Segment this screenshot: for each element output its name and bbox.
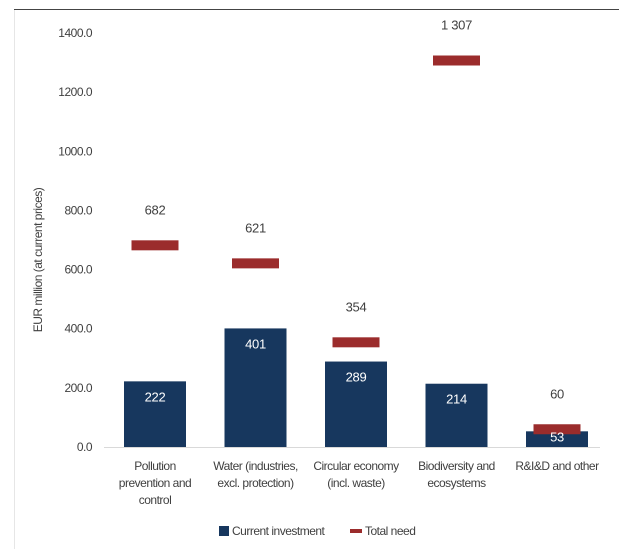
y-tick-label: 1000.0 xyxy=(58,144,93,158)
x-category-label: (incl. waste) xyxy=(327,476,385,490)
y-tick-label: 200.0 xyxy=(64,381,92,395)
x-category-label: Water (industries, xyxy=(213,459,298,473)
bar-current-investment xyxy=(526,431,588,447)
marker-total-need xyxy=(533,424,581,435)
marker-total-need xyxy=(332,337,380,348)
x-category-label: Circular economy xyxy=(313,459,399,473)
data-label-total-need: 354 xyxy=(346,299,367,314)
y-tick-label: 1200.0 xyxy=(58,85,93,99)
legend-label-current-investment: Current investment xyxy=(232,524,326,538)
x-category-label: excl. protection) xyxy=(217,476,294,490)
x-category-label: Biodiversity and xyxy=(418,459,495,473)
y-axis-label: EUR million (at current prices) xyxy=(31,187,45,332)
bar-current-investment xyxy=(124,381,186,447)
y-tick-label: 800.0 xyxy=(64,203,92,217)
x-category-label: ecosystems xyxy=(427,476,486,490)
data-label-total-need: 621 xyxy=(245,220,266,235)
x-category-label: prevention and xyxy=(119,476,191,490)
data-label-current-investment: 401 xyxy=(245,336,266,351)
data-label-total-need: 60 xyxy=(550,386,564,401)
marker-total-need xyxy=(232,258,279,269)
data-label-current-investment: 289 xyxy=(346,370,367,385)
data-label-total-need: 682 xyxy=(145,202,166,217)
x-category-label: control xyxy=(139,493,172,507)
bar-current-investment xyxy=(224,328,287,447)
x-category-label: Pollution xyxy=(134,459,176,473)
data-label-current-investment: 214 xyxy=(446,392,467,407)
bar-current-investment xyxy=(425,383,488,447)
y-tick-label: 600.0 xyxy=(64,263,92,277)
marker-total-need xyxy=(131,240,179,251)
marker-total-need xyxy=(433,55,480,66)
y-tick-label: 1400.0 xyxy=(58,26,93,40)
data-label-current-investment: 53 xyxy=(550,429,564,444)
left-border xyxy=(14,10,15,549)
data-label-total-need: 1 307 xyxy=(441,18,472,33)
top-border xyxy=(14,9,619,10)
legend-label-total-need: Total need xyxy=(365,524,415,538)
data-label-current-investment: 222 xyxy=(145,389,166,404)
bar-current-investment xyxy=(325,361,387,447)
legend-swatch-total-need xyxy=(350,529,362,533)
y-tick-label: 400.0 xyxy=(64,322,92,336)
legend-swatch-current-investment xyxy=(219,526,229,536)
y-tick-label: 0.0 xyxy=(77,440,93,454)
x-category-label: R&I&D and other xyxy=(515,459,599,473)
